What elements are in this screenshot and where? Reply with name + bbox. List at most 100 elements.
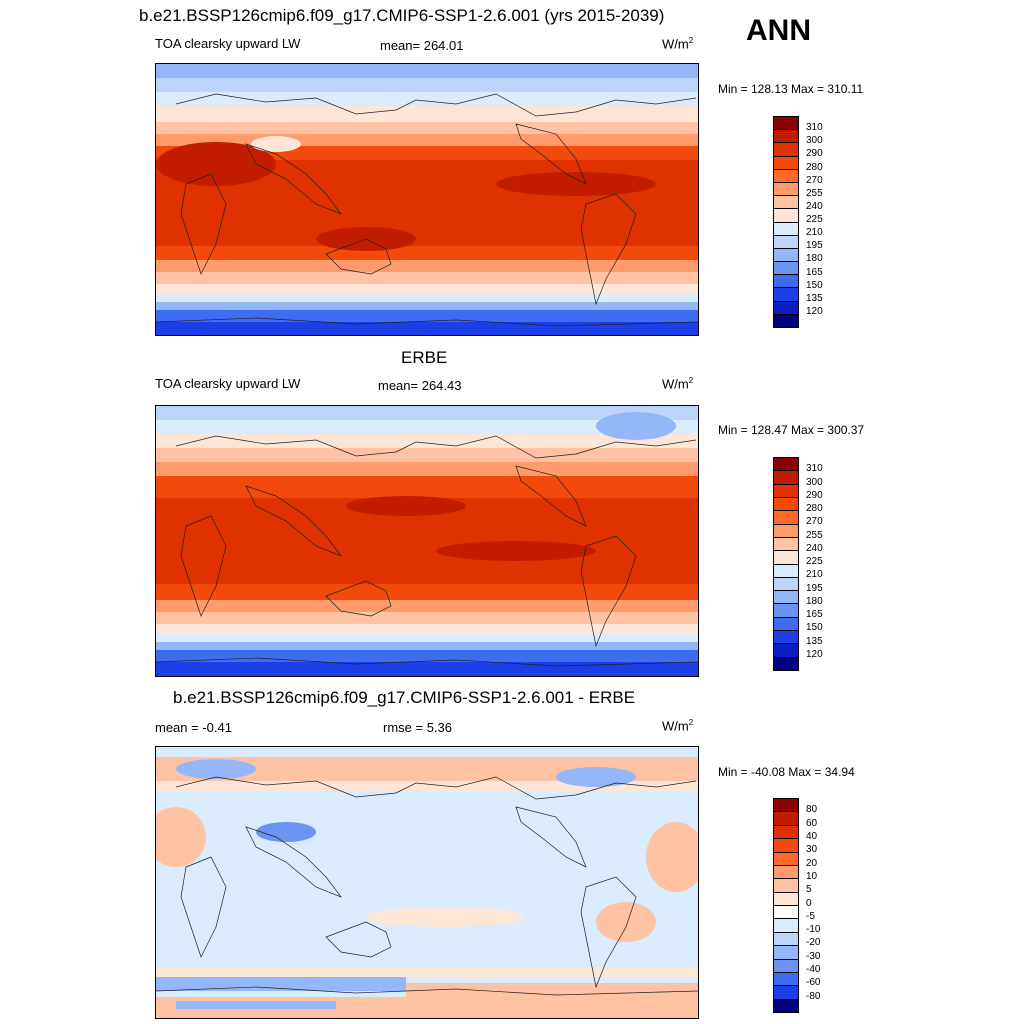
panel-model-variable: TOA clearsky upward LW xyxy=(155,36,301,51)
colorbar-swatch xyxy=(774,248,798,263)
colorbar-swatch xyxy=(774,799,798,813)
colorbar-obs-swatches xyxy=(773,457,799,671)
colorbar-tick-label: 120 xyxy=(806,305,823,317)
colorbar-swatch xyxy=(774,825,798,840)
colorbar-swatch xyxy=(774,222,798,236)
colorbar-model-labels: 310 300 290 280 270 255 240 225 210 195 180 165 150 1… xyxy=(806,116,836,326)
map-diff-plot xyxy=(156,747,698,1018)
colorbar-tick-label: 180 xyxy=(806,253,823,265)
colorbar-tick-label: 310 xyxy=(806,463,823,475)
colorbar-swatch xyxy=(774,946,798,960)
colorbar-swatch xyxy=(774,169,798,183)
colorbar-swatch xyxy=(774,301,798,315)
colorbar-model-swatches xyxy=(773,116,799,328)
panel-diff-rmse: rmse = 5.36 xyxy=(383,720,453,735)
colorbar-swatch xyxy=(774,484,798,498)
colorbar-tick-label: 225 xyxy=(806,556,823,567)
colorbar-tick-label: 300 xyxy=(806,135,823,147)
colorbar-tick-label: 195 xyxy=(806,240,823,252)
colorbar-diff: 80 60 40 30 20 10 5 0 -5 -10 -20 -30 -40 -60 -80 xyxy=(773,798,833,1013)
colorbar-tick-label: 40 xyxy=(806,830,818,842)
colorbar-swatch xyxy=(774,235,798,249)
panel-model-mean: mean= 264.01 xyxy=(380,38,464,53)
colorbar-swatch xyxy=(774,932,798,947)
colorbar-swatch xyxy=(774,644,798,658)
colorbar-diff-labels: 80 60 40 30 20 10 5 0 -5 -10 -20 -30 -40 -60 -80 xyxy=(806,798,836,1011)
colorbar-swatch xyxy=(774,564,798,578)
colorbar-tick-label: 30 xyxy=(806,844,818,856)
colorbar-swatch xyxy=(774,577,798,592)
colorbar-swatch xyxy=(774,919,798,933)
colorbar-swatch xyxy=(774,524,798,538)
colorbar-tick-label: 180 xyxy=(806,595,823,607)
colorbar-swatch xyxy=(774,604,798,618)
colorbar-tick-label: 20 xyxy=(806,857,818,869)
colorbar-tick-label: -40 xyxy=(806,964,821,976)
colorbar-tick-label: 255 xyxy=(806,187,823,199)
colorbar-tick-label: 165 xyxy=(806,266,823,278)
colorbar-swatch xyxy=(774,986,798,1000)
colorbar-tick-label: 300 xyxy=(806,476,823,488)
panel-obs-title: ERBE xyxy=(401,348,448,367)
colorbar-tick-label: 60 xyxy=(806,817,818,829)
colorbar-swatch xyxy=(774,551,798,565)
colorbar-tick-label: 280 xyxy=(806,503,823,514)
colorbar-swatch xyxy=(774,617,798,632)
panel-diff-minmax: Min = -40.08 Max = 34.94 xyxy=(718,765,855,779)
colorbar-swatch xyxy=(774,812,798,826)
colorbar-diff-swatches xyxy=(773,798,799,1013)
colorbar-tick-label: 195 xyxy=(806,582,823,594)
panel-diff-mean: mean = -0.41 xyxy=(155,720,232,735)
colorbar-swatch xyxy=(774,906,798,920)
colorbar-tick-label: 225 xyxy=(806,214,823,225)
colorbar-tick-label: 165 xyxy=(806,609,823,620)
map-diff xyxy=(155,746,699,1019)
main-title: b.e21.BSSP126cmip6.f09_g17.CMIP6-SSP1-2.… xyxy=(139,6,665,25)
panel-obs-mean: mean= 264.43 xyxy=(378,378,462,393)
colorbar-swatch xyxy=(774,879,798,893)
panel-obs-units: W/m2 xyxy=(662,376,694,392)
colorbar-swatch xyxy=(774,657,798,670)
colorbar-swatch xyxy=(774,839,798,853)
colorbar-tick-label: 210 xyxy=(806,227,823,239)
colorbar-swatch xyxy=(774,591,798,605)
colorbar-tick-label: 290 xyxy=(806,489,823,501)
colorbar-swatch xyxy=(774,288,798,302)
colorbar-swatch xyxy=(774,262,798,276)
colorbar-tick-label: 150 xyxy=(806,622,823,634)
colorbar-swatch xyxy=(774,972,798,987)
map-obs xyxy=(155,405,699,677)
map-model xyxy=(155,63,699,336)
colorbar-tick-label: -10 xyxy=(806,924,821,936)
colorbar-swatch xyxy=(774,275,798,289)
colorbar-swatch xyxy=(774,182,798,197)
colorbar-model: 310 300 290 280 270 255 240 225 210 195 180 165 150 1… xyxy=(773,116,833,328)
colorbar-swatch xyxy=(774,537,798,552)
colorbar-tick-label: 310 xyxy=(806,122,823,134)
colorbar-tick-label: -60 xyxy=(806,977,821,989)
colorbar-swatch xyxy=(774,511,798,525)
colorbar-swatch xyxy=(774,156,798,170)
colorbar-tick-label: 290 xyxy=(806,148,823,160)
panel-model-units: W/m2 xyxy=(662,36,694,52)
colorbar-tick-label: -30 xyxy=(806,950,821,962)
colorbar-swatch xyxy=(774,314,798,327)
colorbar-tick-label: 135 xyxy=(806,635,823,647)
colorbar-obs-labels: 310 300 290 280 270 255 240 225 210 195 180 165 150 1… xyxy=(806,457,836,669)
colorbar-tick-label: -80 xyxy=(806,990,821,1002)
colorbar-tick-label: 5 xyxy=(806,884,812,896)
colorbar-swatch xyxy=(774,196,798,210)
colorbar-swatch xyxy=(774,959,798,973)
map-model-plot xyxy=(156,64,698,335)
colorbar-tick-label: 270 xyxy=(806,174,823,186)
colorbar-tick-label: 80 xyxy=(806,804,818,816)
colorbar-tick-label: 120 xyxy=(806,648,823,660)
colorbar-swatch xyxy=(774,471,798,485)
colorbar-tick-label: 270 xyxy=(806,516,823,528)
colorbar-swatch xyxy=(774,209,798,223)
colorbar-tick-label: 135 xyxy=(806,292,823,304)
colorbar-swatch xyxy=(774,631,798,645)
colorbar-swatch xyxy=(774,865,798,880)
colorbar-swatch xyxy=(774,497,798,512)
season-label: ANN xyxy=(746,14,811,47)
